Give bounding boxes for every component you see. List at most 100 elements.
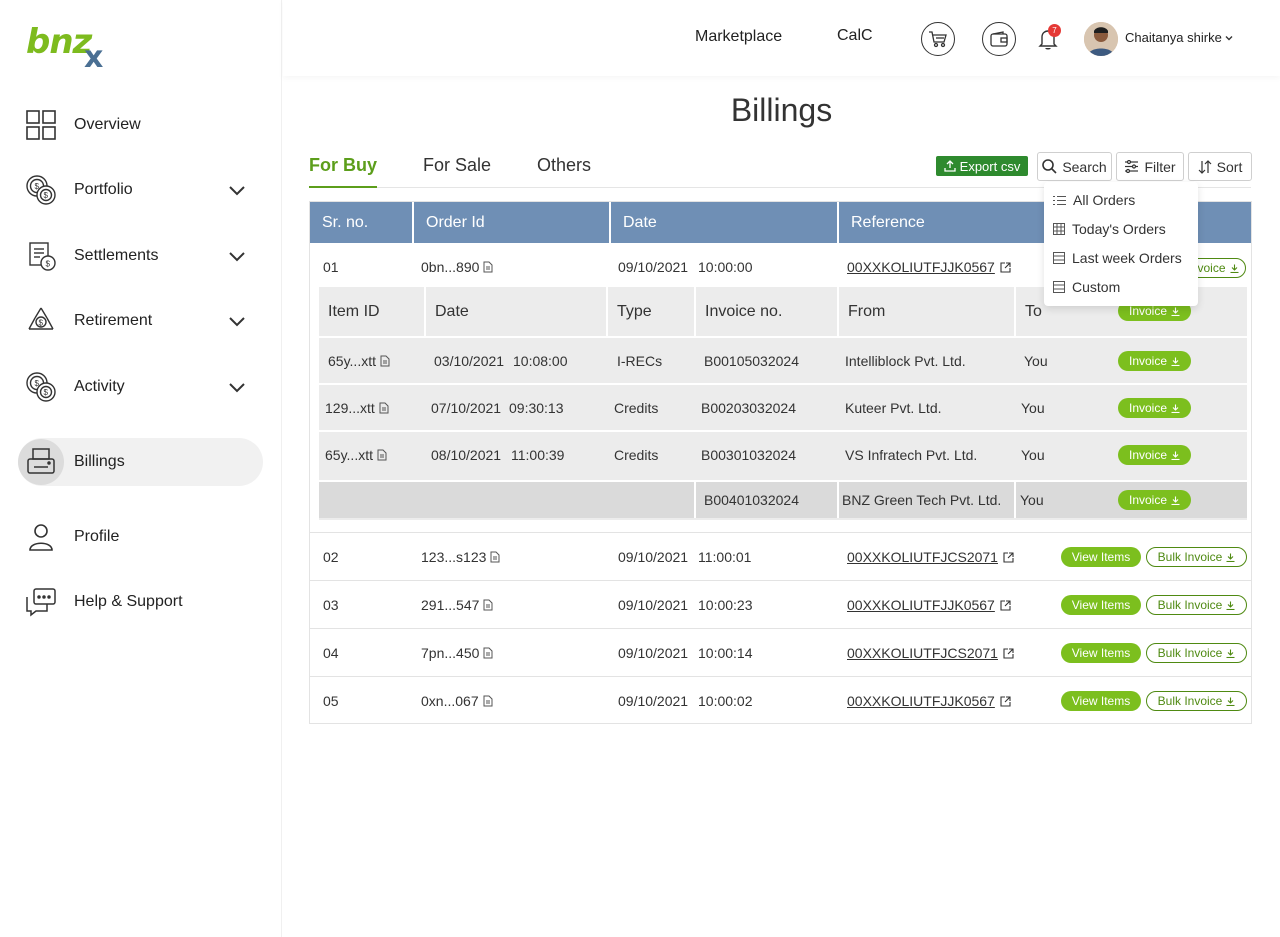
sidebar-item-help[interactable]: Help & Support — [18, 578, 263, 626]
bulk-invoice-button[interactable]: Bulk Invoice — [1146, 547, 1247, 567]
menu-item-all-orders[interactable]: All Orders — [1053, 190, 1135, 210]
sub-col-from: From — [839, 287, 1016, 336]
order-id: 7pn...450 — [421, 645, 480, 661]
menu-item-custom[interactable]: Custom — [1053, 277, 1120, 297]
order-date: 09/10/2021 — [618, 597, 689, 613]
document-icon[interactable] — [483, 261, 493, 273]
menu-item-last-week-orders[interactable]: Last week Orders — [1053, 248, 1182, 268]
table-row[interactable]: 05 0xn...067 09/10/2021 10:00:02 00XXKOL… — [310, 677, 1251, 725]
table-row[interactable]: 04 7pn...450 09/10/2021 10:00:14 00XXKOL… — [310, 629, 1251, 677]
reference-link[interactable]: 00XXKOLIUTFJJK0567 — [847, 693, 995, 709]
export-label: Export csv — [959, 158, 1021, 174]
chevron-down-icon[interactable] — [225, 244, 249, 268]
subtable-row[interactable]: B00401032024 BNZ Green Tech Pvt. Ltd. Yo… — [319, 480, 1247, 518]
export-csv-button[interactable]: Export csv — [936, 156, 1028, 176]
sidebar-item-label: Billings — [74, 453, 125, 470]
document-icon[interactable] — [377, 449, 387, 461]
download-icon — [1226, 601, 1235, 610]
invoice-button[interactable]: Invoice — [1118, 301, 1191, 321]
to-party: You — [1021, 399, 1045, 416]
sidebar-item-overview[interactable]: Overview — [18, 101, 263, 149]
subtable-row[interactable]: 65y...xtt 03/10/2021 10:08:00 I-RECs B00… — [319, 336, 1247, 383]
sidebar-item-billings[interactable]: Billings — [18, 438, 263, 486]
sidebar-item-label: Help & Support — [74, 593, 183, 610]
search-dropdown-menu: All Orders Today's Orders Last week Orde… — [1044, 182, 1198, 306]
sidebar-item-activity[interactable]: $ $ Activity — [18, 363, 263, 411]
document-icon[interactable] — [490, 551, 500, 563]
external-link-icon[interactable] — [1000, 695, 1011, 707]
reference-link[interactable]: 00XXKOLIUTFJJK0567 — [847, 597, 995, 613]
menu-item-todays-orders[interactable]: Today's Orders — [1053, 219, 1166, 239]
external-link-icon[interactable] — [1000, 261, 1011, 273]
sidebar-item-profile[interactable]: Profile — [18, 513, 263, 561]
sr-no: 02 — [323, 549, 339, 565]
reference-link[interactable]: 00XXKOLIUTFJCS2071 — [847, 645, 998, 661]
sidebar-item-label: Settlements — [74, 247, 159, 264]
chevron-down-icon[interactable] — [1224, 33, 1234, 43]
sort-button[interactable]: Sort — [1188, 152, 1252, 181]
calc-link[interactable]: CalC — [837, 27, 873, 44]
item-id: 65y...xtt — [325, 446, 373, 463]
sidebar-item-retirement[interactable]: $ Retirement — [18, 297, 263, 345]
search-button[interactable]: Search — [1037, 152, 1112, 181]
bulk-invoice-button[interactable]: Bulk Invoice — [1146, 643, 1247, 663]
view-items-button[interactable]: View Items — [1061, 643, 1141, 663]
chevron-down-icon[interactable] — [225, 375, 249, 399]
column-divider — [1014, 482, 1016, 518]
download-icon — [1171, 496, 1180, 505]
chevron-down-icon[interactable] — [225, 178, 249, 202]
from-company: Intelliblock Pvt. Ltd. — [845, 352, 966, 369]
bnz-logo[interactable]: bnz x — [26, 22, 116, 75]
cart-button[interactable] — [921, 22, 955, 56]
table-row[interactable]: 03 291...547 09/10/2021 10:00:23 00XXKOL… — [310, 581, 1251, 629]
bulk-invoice-button[interactable]: Bulk Invoice — [1146, 691, 1247, 711]
filter-label: Filter — [1144, 158, 1176, 175]
item-time: 09:30:13 — [509, 399, 564, 416]
bulk-invoice-button[interactable]: Bulk Invoice — [1146, 595, 1247, 615]
sidebar-item-portfolio[interactable]: $ $ Portfolio — [18, 166, 263, 214]
invoice-button[interactable]: Invoice — [1118, 351, 1191, 371]
avatar[interactable] — [1084, 22, 1118, 56]
order-id: 123...s123 — [421, 549, 487, 565]
invoice-button[interactable]: Invoice — [1118, 445, 1191, 465]
document-icon[interactable] — [483, 695, 493, 707]
sidebar-item-settlements[interactable]: $ Settlements — [18, 232, 263, 280]
marketplace-link[interactable]: Marketplace — [695, 28, 783, 45]
invoice-no: B00301032024 — [701, 446, 796, 463]
subtable-row[interactable]: 129...xtt 07/10/2021 09:30:13 Credits B0… — [319, 383, 1247, 430]
billings-table: Sr. no. Order Id Date Reference 01 0bn..… — [309, 201, 1252, 724]
order-id: 0xn...067 — [421, 693, 479, 709]
filter-button[interactable]: Filter — [1116, 152, 1184, 181]
wallet-button[interactable] — [982, 22, 1016, 56]
reference-link[interactable]: 00XXKOLIUTFJJK0567 — [847, 259, 995, 275]
table-row[interactable]: 01 0bn...890 09/10/2021 10:00:00 00XXKOL… — [310, 243, 1251, 533]
view-items-button[interactable]: View Items — [1061, 595, 1141, 615]
view-items-button[interactable]: View Items — [1061, 691, 1141, 711]
document-icon[interactable] — [483, 647, 493, 659]
external-link-icon[interactable] — [1003, 551, 1014, 563]
tab-for-buy[interactable]: For Buy — [309, 155, 378, 188]
invoice-button[interactable]: Invoice — [1118, 398, 1191, 418]
sidebar-item-label: Portfolio — [74, 181, 133, 198]
col-sr-no: Sr. no. — [310, 202, 414, 243]
view-items-button[interactable]: View Items — [1061, 547, 1141, 567]
invoice-button[interactable]: Invoice — [1118, 490, 1191, 510]
document-icon[interactable] — [379, 402, 389, 414]
subtable-row[interactable]: 65y...xtt 08/10/2021 11:00:39 Credits B0… — [319, 430, 1247, 477]
user-name[interactable]: Chaitanya shirke — [1125, 30, 1222, 45]
reference-link[interactable]: 00XXKOLIUTFJCS2071 — [847, 549, 998, 565]
document-icon[interactable] — [380, 355, 390, 367]
external-link-icon[interactable] — [1003, 647, 1014, 659]
chevron-down-icon[interactable] — [225, 309, 249, 333]
bulk-invoice-label: Bulk Invoice — [1157, 646, 1223, 660]
tab-for-sale[interactable]: For Sale — [423, 155, 492, 175]
table-row[interactable]: 02 123...s123 09/10/2021 11:00:01 00XXKO… — [310, 533, 1251, 581]
from-company: BNZ Green Tech Pvt. Ltd. — [842, 492, 1002, 508]
user-icon — [18, 514, 64, 560]
invoice-no: B00203032024 — [701, 399, 796, 416]
external-link-icon[interactable] — [1000, 599, 1011, 611]
sub-col-type: Type — [608, 287, 696, 336]
tab-others[interactable]: Others — [537, 155, 592, 175]
wallet-icon — [990, 31, 1008, 47]
document-icon[interactable] — [483, 599, 493, 611]
